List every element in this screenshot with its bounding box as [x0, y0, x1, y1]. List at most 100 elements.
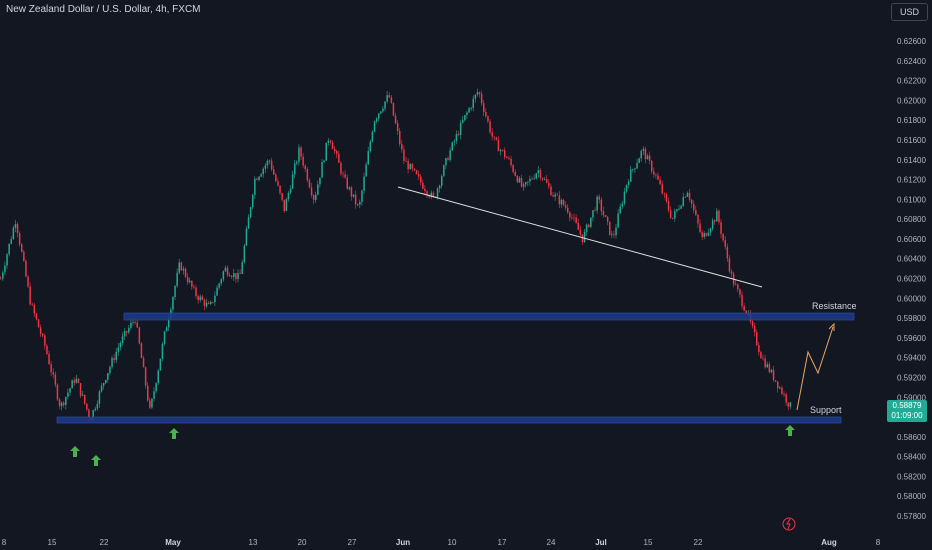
candle-body — [216, 287, 218, 296]
candle-body — [483, 103, 485, 113]
candle-body — [686, 192, 689, 197]
candle-body — [730, 271, 733, 274]
candle-body — [512, 165, 514, 172]
candle-body — [94, 408, 96, 410]
candle-body — [161, 343, 164, 359]
candle-body — [474, 94, 477, 99]
candle-body — [380, 111, 382, 114]
price-tick-label: 0.57800 — [897, 512, 926, 521]
candle-body — [615, 227, 617, 236]
time-tick-label: Jun — [396, 538, 410, 547]
candle-body — [378, 113, 380, 119]
candle-body — [281, 193, 283, 200]
replay-icon[interactable] — [782, 517, 796, 531]
candle-body — [119, 343, 122, 348]
currency-button[interactable]: USD — [891, 3, 928, 21]
candle-body — [525, 182, 527, 185]
candle-body — [501, 149, 504, 151]
candle-body — [718, 210, 720, 223]
candle-body — [29, 286, 31, 305]
time-tick-label: 15 — [48, 538, 57, 547]
candle-body — [411, 164, 414, 169]
candle-body — [495, 137, 498, 140]
candle-body — [390, 97, 393, 103]
candle-body — [707, 232, 710, 236]
time-tick-label: 22 — [100, 538, 109, 547]
candle-body — [222, 271, 225, 280]
candle-body — [31, 304, 33, 306]
price-tick-label: 0.61400 — [897, 156, 926, 165]
candle-body — [598, 196, 600, 200]
time-axis[interactable]: 8 15 22 May 13 20 27 Jun 10 17 24 Jul 15 22 Aug 8 — [2, 538, 881, 547]
candle-body — [312, 195, 315, 200]
candle-body — [726, 246, 729, 259]
candle-body — [533, 178, 535, 180]
candle-body — [287, 192, 290, 200]
candle-body — [638, 158, 640, 163]
candle-body — [680, 205, 682, 209]
price-tick-label: 0.61200 — [897, 176, 926, 185]
candle-body — [709, 228, 712, 233]
candle-body — [604, 215, 607, 217]
time-tick-label: 20 — [298, 538, 307, 547]
candle-body — [539, 170, 542, 179]
candle-body — [642, 148, 645, 151]
candle-body — [115, 351, 117, 361]
candle-body — [184, 268, 187, 277]
candle-body — [770, 369, 773, 373]
candle-body — [300, 147, 302, 157]
candle-body — [417, 174, 420, 177]
candle-body — [693, 203, 695, 211]
candle-body — [289, 188, 292, 193]
candle-body — [220, 279, 222, 284]
price-axis[interactable]: 0.62600 0.62400 0.62200 0.62000 0.61800 0.616… — [897, 37, 926, 521]
price-tick-label: 0.62000 — [897, 96, 926, 105]
candle-body — [546, 179, 548, 183]
candle-body — [149, 400, 151, 408]
candle-body — [609, 221, 611, 235]
candle-body — [279, 185, 281, 194]
candle-body — [493, 136, 495, 138]
candle-body — [487, 116, 489, 122]
candle-body — [191, 280, 193, 287]
candle-body — [163, 331, 166, 344]
candle-body — [577, 222, 579, 230]
candle-body — [585, 224, 588, 232]
candle-body — [21, 244, 23, 252]
candle-body — [373, 121, 376, 132]
candle-body — [296, 161, 298, 164]
candle-body — [625, 184, 628, 192]
candle-body — [772, 369, 775, 381]
candle-body — [720, 222, 722, 234]
candle-body — [63, 402, 65, 405]
candle-body — [109, 367, 111, 374]
candle-body — [594, 210, 596, 212]
candle-body — [81, 394, 84, 396]
time-tick-label: 24 — [547, 538, 556, 547]
candle-body — [554, 194, 556, 197]
up-arrow-icon — [785, 425, 795, 436]
candle-body — [562, 199, 565, 206]
candle-body — [165, 327, 168, 332]
candle-body — [336, 151, 338, 154]
candle-body — [430, 192, 432, 197]
candle-body — [18, 233, 21, 245]
candle-body — [317, 184, 319, 195]
candle-body — [306, 168, 309, 181]
candle-body — [657, 175, 659, 180]
candle-body — [224, 267, 227, 272]
candle-body — [134, 321, 136, 323]
candle-body — [405, 160, 407, 162]
candle-body — [661, 184, 663, 194]
candle-body — [113, 357, 115, 361]
candle-body — [361, 190, 363, 202]
candle-body — [646, 155, 649, 160]
candle-body — [277, 181, 279, 186]
candle-body — [468, 108, 470, 113]
candle-body — [121, 336, 124, 344]
candle-body — [420, 176, 422, 183]
candle-body — [581, 234, 584, 242]
candle-body — [627, 181, 630, 185]
candle-body — [212, 301, 214, 303]
